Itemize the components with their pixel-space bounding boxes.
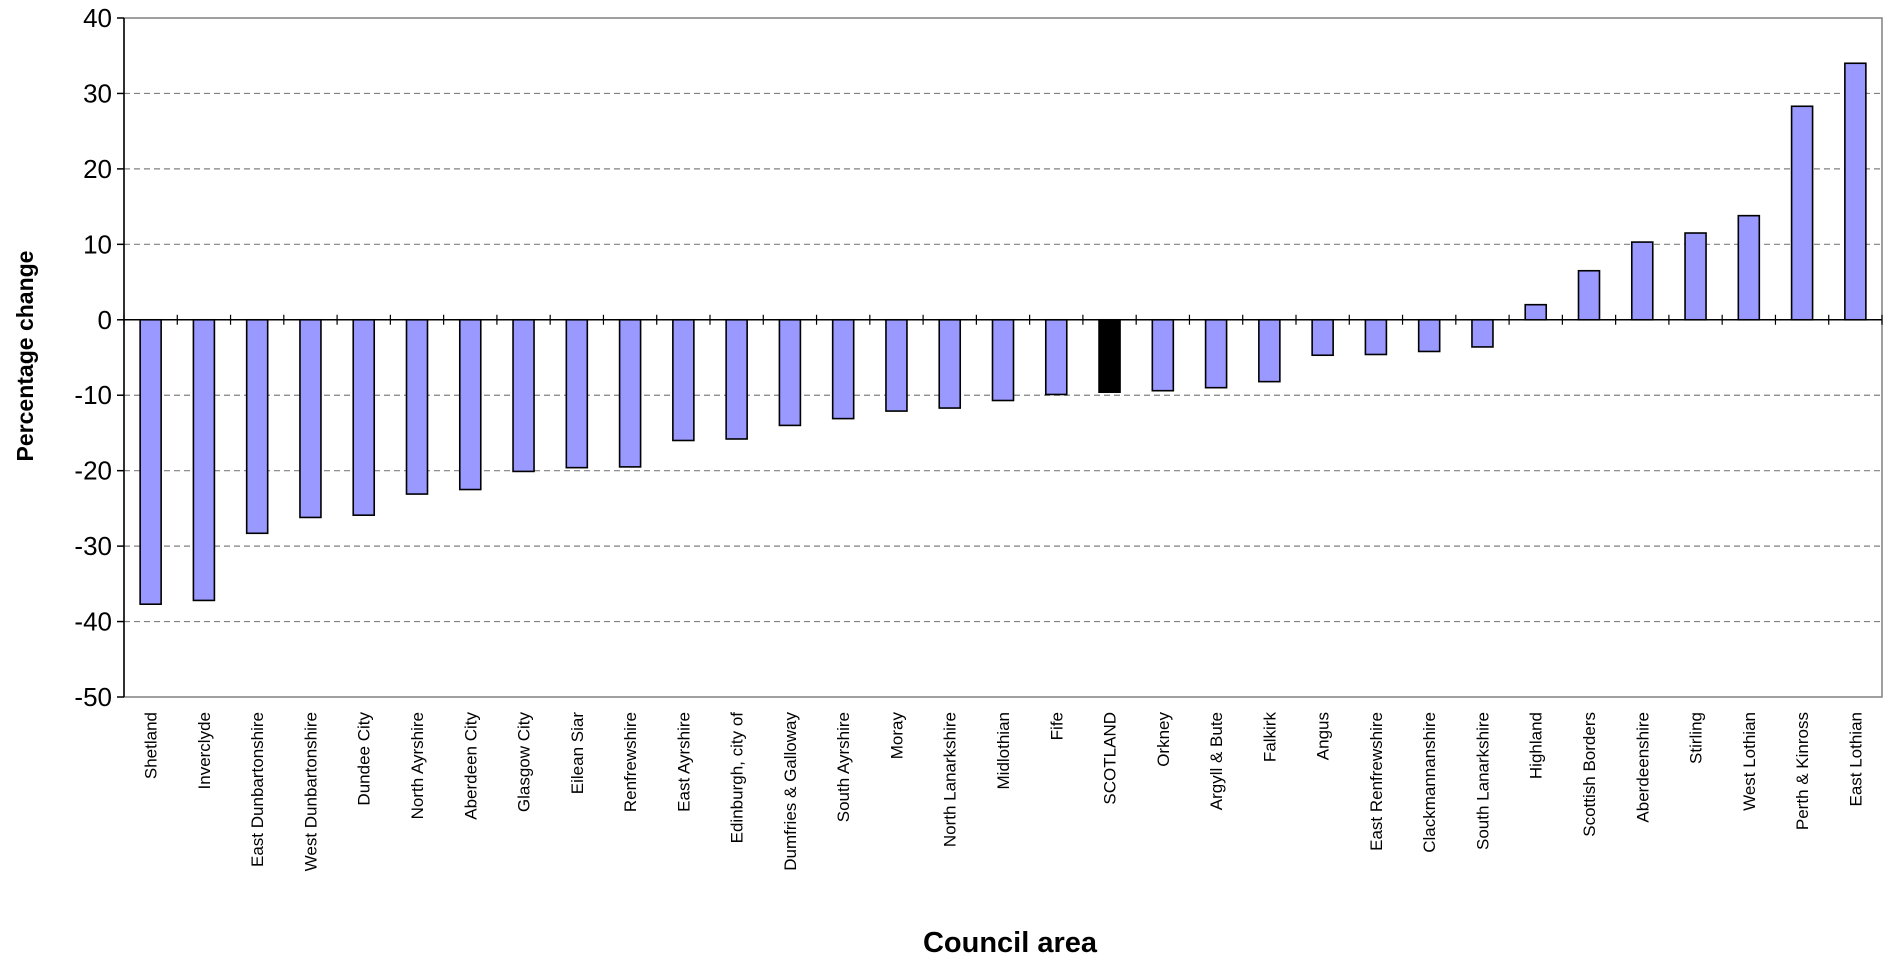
- bar-south-lanarkshire: [1471, 318, 1494, 348]
- bar-dundee-city: [352, 318, 376, 516]
- x-tick-label: Falkirk: [1260, 712, 1279, 763]
- bar-east-lothian: [1844, 62, 1867, 321]
- x-tick-label: Edinburgh, city of: [728, 712, 747, 844]
- x-tick-label: Aberdeenshire: [1633, 712, 1652, 823]
- x-tick-labels: Shetland Inverclyde East Dunbartonshire Wes…: [142, 712, 1866, 872]
- bar-highland: [1524, 303, 1548, 321]
- bar-orkney: [1151, 318, 1175, 392]
- bar-north-ayrshire: [405, 318, 429, 495]
- x-tick-label: North Ayrshire: [408, 712, 427, 819]
- bar-scottish-borders: [1577, 269, 1601, 321]
- x-tick-label: East Dunbartonshire: [248, 712, 267, 867]
- y-tick-label: -50: [74, 682, 112, 712]
- bar-shetland: [139, 318, 162, 606]
- x-tick-label: Glasgow City: [515, 712, 534, 813]
- x-tick-label: East Lothian: [1846, 712, 1865, 807]
- x-tick-label: North Lanarkshire: [941, 712, 960, 847]
- bar-east-ayrshire: [672, 318, 695, 442]
- bar-east-dunbartonshire: [245, 318, 269, 535]
- bar-clackmannanshire: [1417, 318, 1441, 353]
- y-tick-label: -20: [74, 456, 112, 486]
- x-tick-label: West Dunbartonshire: [301, 712, 320, 871]
- y-tick-label: -30: [74, 531, 112, 561]
- bar-falkirk: [1258, 318, 1281, 383]
- y-tick-labels: 40 30 20 10 0 -10 -20 -30 -40 -50: [74, 3, 112, 712]
- x-tick-label: SCOTLAND: [1101, 712, 1120, 805]
- bar-midlothian: [991, 318, 1015, 402]
- bar-moray: [885, 318, 908, 412]
- x-tick-label: Midlothian: [994, 712, 1013, 790]
- bar-glasgow-city: [512, 318, 535, 473]
- bar-west-lothian: [1737, 214, 1761, 321]
- x-tick-label: Moray: [887, 712, 906, 760]
- y-tick-label: 40: [83, 3, 112, 33]
- x-tick-label: South Ayrshire: [834, 712, 853, 822]
- bar-scotland: [1098, 318, 1121, 394]
- x-tick-label: East Renfrewshire: [1367, 712, 1386, 851]
- x-axis-title: Council area: [923, 927, 1098, 959]
- x-tick-label: Eilean Siar: [568, 712, 587, 795]
- x-tick-label: Orkney: [1154, 712, 1173, 767]
- bar-west-dunbartonshire: [299, 318, 322, 519]
- bar-stirling: [1684, 232, 1707, 321]
- bar-edinburgh-city-of: [725, 318, 748, 440]
- bar-argyll-bute: [1204, 318, 1228, 389]
- x-tick-label: South Lanarkshire: [1473, 712, 1492, 850]
- bar-aberdeen-city: [458, 318, 482, 491]
- x-tick-label: West Lothian: [1740, 712, 1759, 811]
- x-tick-label: Fife: [1047, 712, 1066, 740]
- y-tick-label: 20: [83, 154, 112, 184]
- x-tick-label: Scottish Borders: [1580, 712, 1599, 837]
- x-tick-label: Aberdeen City: [461, 712, 480, 820]
- bar-east-renfrewshire: [1364, 318, 1388, 356]
- bar-fife: [1044, 318, 1068, 396]
- bar-north-lanarkshire: [938, 318, 962, 409]
- y-tick-label: 10: [83, 229, 112, 259]
- bars-group: [139, 62, 1867, 606]
- x-tick-label: Clackmannanshire: [1420, 712, 1439, 853]
- y-axis-title: Percentage change: [12, 251, 38, 462]
- axes: [117, 17, 1883, 698]
- x-tick-label: Argyll & Bute: [1207, 712, 1226, 810]
- x-tick-label: East Ayrshire: [674, 712, 693, 812]
- x-tick-label: Renfrewshire: [621, 712, 640, 812]
- bar-perth-kinross: [1790, 105, 1814, 321]
- x-tick-label: Dundee City: [355, 712, 374, 806]
- x-tick-label: Dumfries & Galloway: [781, 712, 800, 871]
- bar-south-ayrshire: [831, 318, 855, 420]
- y-tick-label: -10: [74, 380, 112, 410]
- x-tick-label: Stirling: [1687, 712, 1706, 764]
- x-tick-label: Highland: [1527, 712, 1546, 779]
- bar-aberdeenshire: [1630, 241, 1654, 321]
- y-tick-label: -40: [74, 607, 112, 637]
- bar-inverclyde: [192, 318, 216, 602]
- x-tick-label: Perth & Kinross: [1793, 712, 1812, 830]
- y-tick-label: 30: [83, 78, 112, 108]
- x-tick-label: Shetland: [142, 712, 161, 779]
- x-tick-label: Angus: [1314, 712, 1333, 760]
- x-tick-label: Inverclyde: [195, 712, 214, 789]
- bar-angus: [1311, 318, 1334, 357]
- bar-eilean-siar: [565, 318, 589, 469]
- bar-dumfries-galloway: [778, 318, 802, 427]
- bar-renfrewshire: [618, 318, 642, 468]
- y-tick-label: 0: [98, 305, 112, 335]
